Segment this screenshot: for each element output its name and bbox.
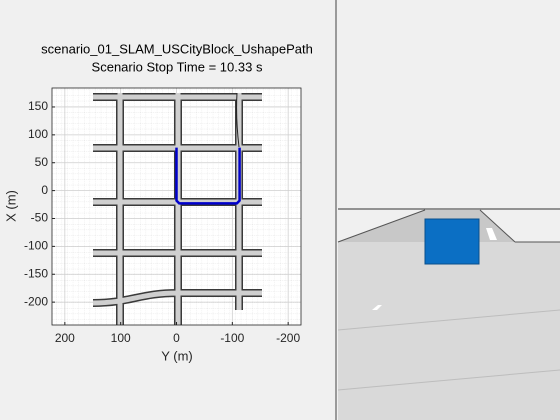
chart-subtitle: Scenario Stop Time = 10.33 s bbox=[92, 59, 263, 74]
x-axis-label: Y (m) bbox=[161, 348, 193, 363]
y-tick-label: -50 bbox=[31, 211, 49, 225]
ego-vehicle bbox=[424, 218, 480, 265]
y-tick-label: -100 bbox=[24, 239, 48, 253]
lane-marking bbox=[486, 228, 497, 240]
road-edge bbox=[479, 209, 516, 243]
camera-view bbox=[337, 0, 560, 420]
y-axis-label: X (m) bbox=[3, 190, 18, 222]
x-tick-label: -200 bbox=[276, 331, 300, 345]
road-edge bbox=[337, 209, 426, 243]
y-tick-label: 50 bbox=[35, 155, 49, 169]
ego-path bbox=[175, 147, 241, 205]
lane-marking bbox=[372, 305, 382, 310]
y-tick-label: -200 bbox=[24, 294, 48, 308]
plot bbox=[175, 147, 241, 205]
y-tick-label: 0 bbox=[41, 183, 48, 197]
chart-title: scenario_01_SLAM_USCityBlock_UshapePath bbox=[41, 41, 313, 56]
lane-line bbox=[337, 369, 560, 391]
roads bbox=[92, 92, 262, 325]
y-tick-label: 100 bbox=[28, 127, 48, 141]
x-tick-label: 0 bbox=[173, 331, 180, 345]
y-tick-label: -150 bbox=[24, 266, 48, 280]
x-tick-label: 100 bbox=[111, 331, 131, 345]
lane-line bbox=[337, 309, 560, 331]
x-tick-label: 200 bbox=[55, 331, 75, 345]
y-tick-label: 150 bbox=[28, 99, 48, 113]
x-tick-label: -100 bbox=[220, 331, 244, 345]
ground bbox=[338, 242, 560, 420]
